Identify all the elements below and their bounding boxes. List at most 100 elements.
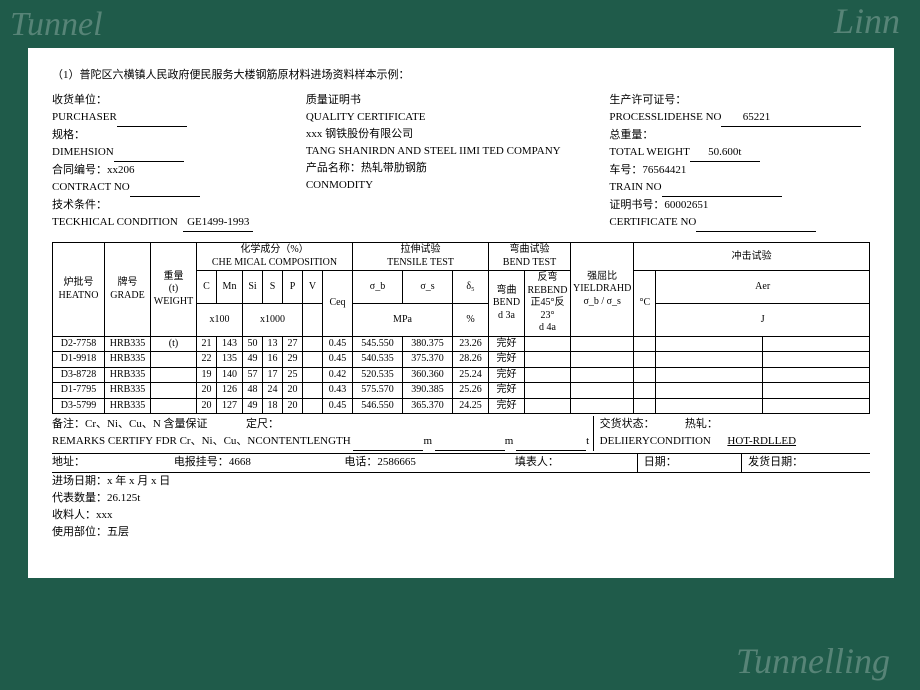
cell <box>151 367 197 383</box>
cell: 完好 <box>489 352 525 368</box>
cell: 546.550 <box>353 398 403 414</box>
ft-m2b <box>435 433 505 451</box>
col-bend1: 弯曲 <box>497 285 517 296</box>
cell: 375.370 <box>403 352 453 368</box>
cell <box>763 352 870 368</box>
cell: HRB335 <box>105 383 151 399</box>
ft-l2: 代表数量：26.125t <box>52 490 870 507</box>
col-Ceq: Ceq <box>323 271 353 337</box>
col-w-u: (t) <box>169 283 178 294</box>
table-row: D1-7795HRB335201264824200.43575.570390.3… <box>53 383 870 399</box>
cell <box>571 352 634 368</box>
cell: 23.26 <box>453 336 489 352</box>
gw-cn: 总重量： <box>609 129 653 141</box>
lic-val: 65221 <box>721 109 791 127</box>
cell: 0.45 <box>323 352 353 368</box>
cell: 49 <box>243 352 263 368</box>
cell: 520.535 <box>353 367 403 383</box>
col-grade-en: GRADE <box>110 290 144 301</box>
header-mid: 质量证明书 QUALITY CERTIFICATE xxx 钢铁股份有限公司 T… <box>306 92 591 232</box>
cell <box>303 398 323 414</box>
bg-decor-2: Linn <box>834 0 900 42</box>
cell <box>525 398 571 414</box>
cell <box>656 367 763 383</box>
cell <box>656 336 763 352</box>
cell <box>763 383 870 399</box>
cell: 135 <box>217 352 243 368</box>
ft-m1: m <box>423 435 432 447</box>
cell: HRB335 <box>105 352 151 368</box>
title-note: （1）普陀区六横镇人民政府便民服务大楼钢筋原材料进场资料样本示例： <box>52 66 870 82</box>
ft-t: t <box>586 435 589 447</box>
cell <box>763 398 870 414</box>
cell: 0.43 <box>323 383 353 399</box>
cell: 20 <box>283 398 303 414</box>
spec-en: DIMEHSION <box>52 146 114 158</box>
col-Si: Si <box>243 271 263 304</box>
col-sb: σ_b <box>353 271 403 304</box>
table-row: D2-7758HRB335(t)211435013270.45545.55038… <box>53 336 870 352</box>
ft-dl-cn: 交货状态： <box>600 418 655 430</box>
mid-t3: xxx 钢铁股份有限公司 <box>306 126 591 143</box>
ft-m1b <box>353 433 423 451</box>
cell: 0.45 <box>323 336 353 352</box>
cell <box>303 352 323 368</box>
cell <box>634 352 656 368</box>
cell: 20 <box>197 398 217 414</box>
table-row: D3-8728HRB335191405717250.42520.535360.3… <box>53 367 870 383</box>
cell <box>151 352 197 368</box>
cell: 575.570 <box>353 383 403 399</box>
cell <box>763 367 870 383</box>
ft-dim: 定尺： <box>246 418 279 430</box>
ft-hot-en: HOT-RDLLED <box>727 435 796 447</box>
cell: 16 <box>263 352 283 368</box>
footer-block: 备注：Cr、Ni、Cu、N 含量保证 定尺： REMARKS CERTIFY F… <box>52 416 870 540</box>
col-imp-cn: 冲击试验 <box>732 251 772 262</box>
cell: 365.370 <box>403 398 453 414</box>
ft-m2: m <box>505 435 514 447</box>
ft-hot-cn: 热轧： <box>685 418 718 430</box>
cell: 19 <box>197 367 217 383</box>
lic-cn: 生产许可证号： <box>609 94 686 106</box>
cell: 21 <box>197 336 217 352</box>
cell: 20 <box>283 383 303 399</box>
ft-addr: 地址： <box>52 456 85 468</box>
cell: 390.385 <box>403 383 453 399</box>
cell: 143 <box>217 336 243 352</box>
ft-dl-en: DELIIERYCONDITION <box>600 435 711 447</box>
cell <box>656 398 763 414</box>
cell: 18 <box>263 398 283 414</box>
col-rb3: 23° <box>541 310 555 321</box>
cell <box>303 336 323 352</box>
tech-cn: 技术条件： <box>52 199 107 211</box>
cell: 48 <box>243 383 263 399</box>
cell: D1-7795 <box>53 383 105 399</box>
ft-rem-cn: 备注：Cr、Ni、Cu、N 含量保证 <box>52 418 208 430</box>
header-right: 生产许可证号： PROCESSLIDEHSE NO65221 总重量： TOTA… <box>609 92 870 232</box>
certificate-page: （1）普陀区六横镇人民政府便民服务大楼钢筋原材料进场资料样本示例： 收货单位： … <box>28 48 894 578</box>
cell <box>571 367 634 383</box>
col-heat-en: HEATNO <box>59 290 99 301</box>
mid-t5: 产品名称：热轧带肋钢筋 <box>306 160 591 177</box>
purchaser-en: PURCHASER <box>52 111 117 123</box>
cell <box>571 398 634 414</box>
cell <box>525 367 571 383</box>
col-ss: σ_s <box>403 271 453 304</box>
col-yr-cn: 强屈比 <box>587 271 617 282</box>
col-w-en: WEIGHT <box>154 296 193 307</box>
cell: 20 <box>197 383 217 399</box>
col-w-cn: 重量 <box>164 271 184 282</box>
cell: 25.24 <box>453 367 489 383</box>
ft-date: 日期： <box>644 456 677 468</box>
cell: 540.535 <box>353 352 403 368</box>
cell: 完好 <box>489 383 525 399</box>
col-x1000: x1000 <box>243 304 303 337</box>
cell: 完好 <box>489 336 525 352</box>
cell: D3-5799 <box>53 398 105 414</box>
col-mpa: MPa <box>353 304 453 337</box>
ft-dial: 电报挂号： <box>174 456 229 468</box>
mid-t1: 质量证明书 <box>306 92 591 109</box>
cell: 126 <box>217 383 243 399</box>
cert-blank <box>696 214 816 232</box>
cell: D1-9918 <box>53 352 105 368</box>
